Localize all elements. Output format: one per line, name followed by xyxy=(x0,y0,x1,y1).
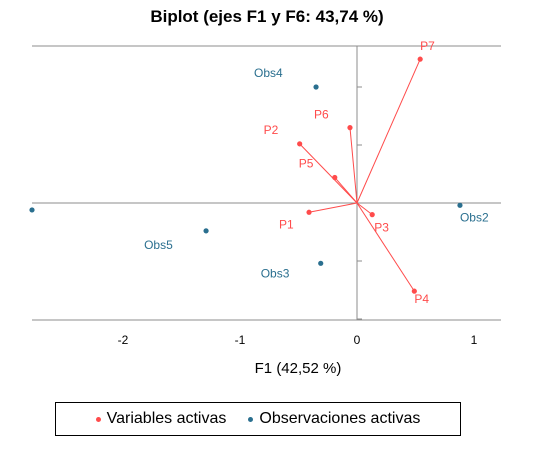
variable-vector-line xyxy=(356,202,415,292)
legend-label-variables: Variables activas xyxy=(106,410,227,427)
legend-item-variables: Variables activas xyxy=(95,410,227,428)
variable-label: P3 xyxy=(374,221,389,235)
variable-label: P5 xyxy=(299,156,314,170)
variable-vector-line xyxy=(299,143,358,204)
variable-vector-line xyxy=(334,177,358,204)
observation-point xyxy=(203,228,209,234)
x-tick-label: 0 xyxy=(354,333,361,347)
observation-point xyxy=(313,84,319,90)
variable-vector-line xyxy=(356,58,421,204)
x-axis-label: F1 (42,52 %) xyxy=(255,360,342,377)
legend-marker-observations xyxy=(248,416,254,422)
variable-label: P2 xyxy=(264,123,279,137)
variable-label: P4 xyxy=(414,292,429,306)
variable-vector-line xyxy=(349,127,358,204)
variable-vector-line xyxy=(308,202,358,213)
variable-point xyxy=(306,209,312,215)
observation-label: Obs4 xyxy=(254,66,283,80)
observation-label: Obs2 xyxy=(460,210,489,224)
legend: Variables activas Observaciones activas xyxy=(55,402,461,436)
variable-point xyxy=(347,125,353,131)
variable-point xyxy=(297,141,303,147)
variable-point xyxy=(369,212,375,218)
chart-title: Biplot (ejes F1 y F6: 43,74 %) xyxy=(150,7,383,26)
biplot-chart: Biplot (ejes F1 y F6: 43,74 %) -2 -1 0 1 P1… xyxy=(29,7,501,377)
observation-point xyxy=(457,202,463,208)
variable-point xyxy=(417,56,423,62)
legend-label-observations: Observaciones activas xyxy=(259,410,421,427)
variable-point xyxy=(411,288,417,294)
x-tick-label: -2 xyxy=(118,333,129,347)
observation-label: Obs5 xyxy=(144,238,173,252)
variable-point xyxy=(332,174,338,181)
variable-vector-line xyxy=(356,202,373,215)
observation-label: Obs3 xyxy=(261,266,290,280)
legend-marker-variables xyxy=(95,416,101,422)
x-tick-label: -1 xyxy=(235,333,246,347)
observation-point xyxy=(318,260,324,266)
variable-label: P6 xyxy=(314,108,329,122)
variable-label: P1 xyxy=(279,217,294,231)
observation-point xyxy=(29,207,35,213)
variable-label: P7 xyxy=(420,39,435,53)
legend-item-observations: Observaciones activas xyxy=(248,410,420,428)
x-tick-label: 1 xyxy=(471,333,478,347)
